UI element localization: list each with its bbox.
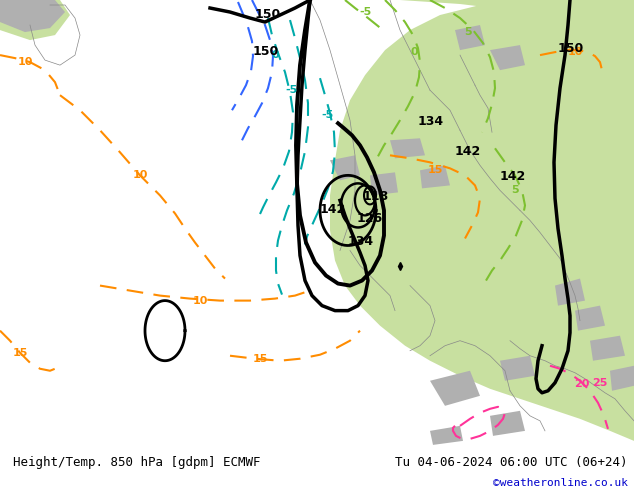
Text: 150: 150: [558, 42, 585, 55]
Polygon shape: [555, 278, 585, 306]
Text: 142: 142: [320, 203, 346, 217]
Text: 118: 118: [363, 191, 389, 203]
Polygon shape: [420, 165, 450, 188]
Text: 10: 10: [567, 47, 583, 57]
Polygon shape: [430, 371, 480, 406]
Polygon shape: [330, 155, 360, 180]
Polygon shape: [330, 0, 634, 446]
Text: 142: 142: [455, 146, 481, 158]
Text: 15: 15: [12, 348, 28, 358]
Text: 134: 134: [348, 236, 374, 248]
Text: 134: 134: [418, 115, 444, 128]
Text: 142: 142: [500, 171, 526, 183]
Text: 15: 15: [252, 354, 268, 364]
Text: ©weatheronline.co.uk: ©weatheronline.co.uk: [493, 478, 628, 489]
Text: -5: -5: [286, 85, 298, 95]
Text: 5: 5: [511, 185, 519, 196]
Polygon shape: [490, 45, 525, 70]
Text: 0: 0: [271, 50, 279, 60]
Polygon shape: [610, 366, 634, 391]
Text: Tu 04-06-2024 06:00 UTC (06+24): Tu 04-06-2024 06:00 UTC (06+24): [395, 456, 628, 469]
Polygon shape: [590, 336, 625, 361]
Text: 5: 5: [464, 27, 472, 37]
Text: 20: 20: [574, 379, 590, 389]
Polygon shape: [490, 411, 525, 436]
Text: -5: -5: [321, 110, 333, 120]
Text: 0: 0: [410, 47, 418, 57]
Text: 15: 15: [427, 165, 443, 175]
Polygon shape: [430, 426, 463, 445]
Text: 25: 25: [592, 378, 607, 388]
Text: 10: 10: [17, 57, 33, 67]
Text: -5: -5: [359, 7, 371, 17]
Polygon shape: [0, 0, 70, 40]
Polygon shape: [575, 306, 605, 331]
Polygon shape: [390, 138, 425, 158]
Text: 126: 126: [357, 213, 383, 225]
Text: Height/Temp. 850 hPa [gdpm] ECMWF: Height/Temp. 850 hPa [gdpm] ECMWF: [13, 456, 260, 469]
Polygon shape: [455, 25, 485, 50]
Text: 150: 150: [253, 45, 279, 58]
Text: 150: 150: [255, 8, 281, 21]
Text: 10: 10: [192, 295, 208, 306]
Polygon shape: [400, 0, 634, 55]
Text: 10: 10: [133, 171, 148, 180]
Polygon shape: [370, 172, 398, 196]
Polygon shape: [0, 0, 65, 32]
Polygon shape: [500, 356, 535, 381]
